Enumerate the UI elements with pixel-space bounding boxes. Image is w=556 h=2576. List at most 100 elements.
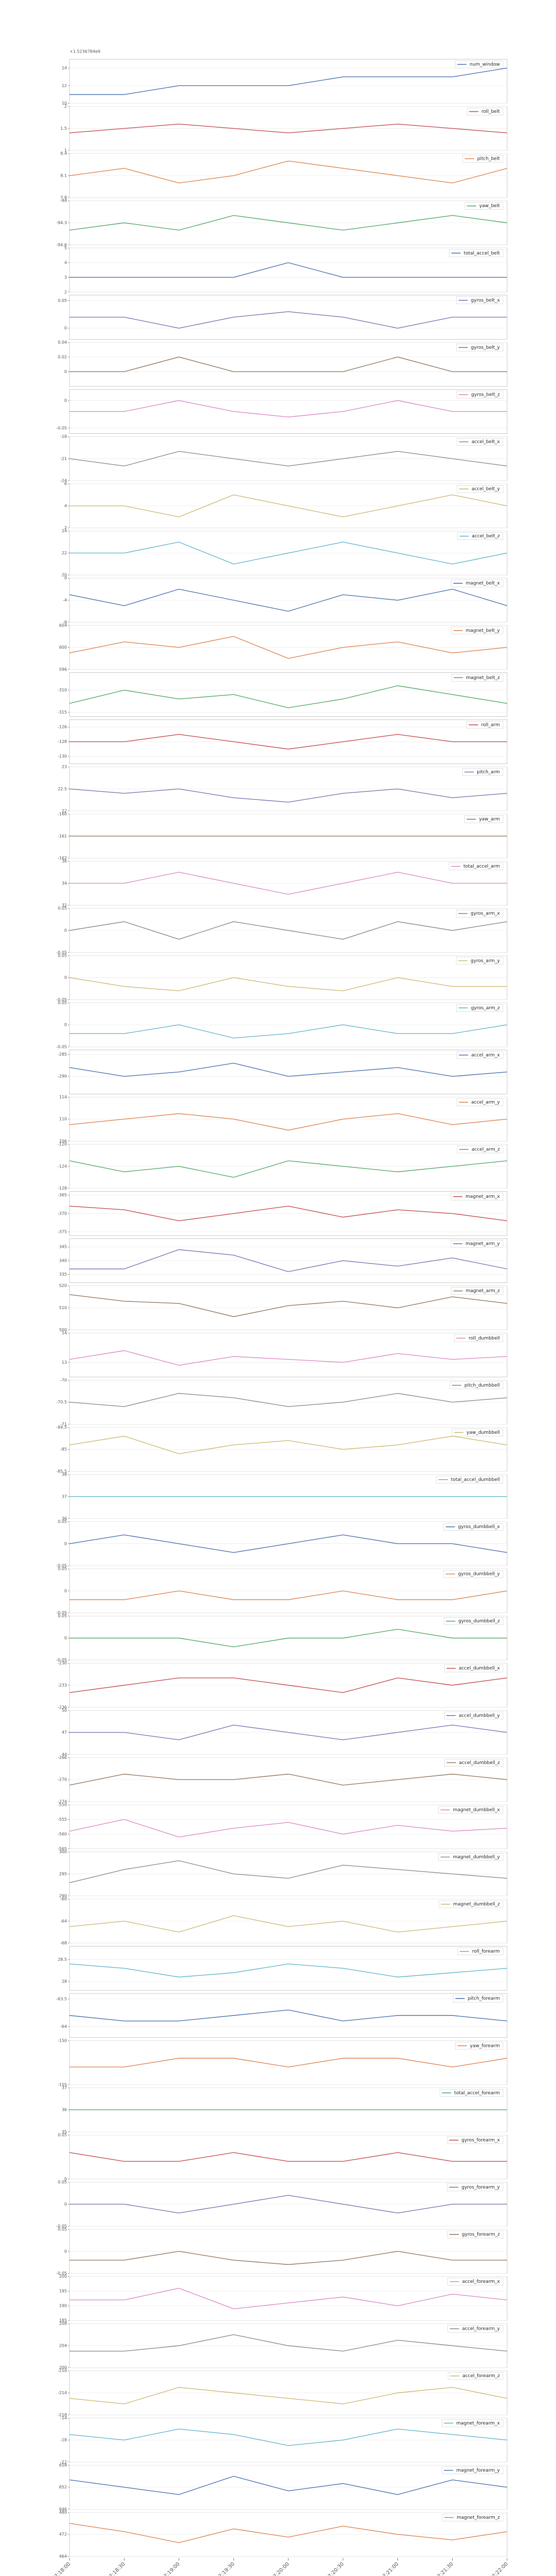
legend: roll_forearm [457, 1947, 503, 1955]
legend-box [457, 1051, 503, 1059]
y-tick-label: 0 [64, 326, 67, 331]
y-tick-label: 6 [64, 482, 67, 486]
y-tick-label: -274 [58, 1799, 67, 1804]
y-tick-label: -63.5 [56, 1996, 67, 2001]
legend-box [451, 579, 503, 587]
y-tick-label: 37 [62, 1494, 67, 1499]
legend: roll_belt [466, 108, 503, 115]
legend: magnet_forearm_x [442, 2419, 503, 2427]
y-tick-label: 520 [59, 1283, 67, 1288]
series-line [69, 636, 508, 659]
y-tick-label: -266 [58, 1755, 67, 1760]
y-tick-label: 22.5 [58, 787, 67, 791]
legend-box [439, 1900, 503, 1908]
panel-frame [69, 672, 508, 717]
y-tick-label: 464 [59, 2554, 67, 2559]
legend-label: total_accel_arm [463, 864, 500, 869]
y-tick-label: -161 [58, 834, 67, 838]
y-tick-label: 480 [59, 2510, 67, 2515]
y-tick-label: 340 [59, 1258, 67, 1263]
legend-box [447, 2183, 503, 2191]
legend-box [462, 155, 503, 163]
y-tick-label: 0.05 [58, 1614, 67, 1618]
y-tick-label: -70 [60, 1378, 67, 1382]
legend: magnet_arm_z [451, 1287, 503, 1295]
legend-label: magnet_dumbbell_y [453, 1855, 500, 1860]
y-tick-label: 658 [59, 2463, 67, 2467]
legend-label: num_window [470, 62, 500, 67]
series-line [70, 262, 507, 278]
legend-label: accel_forearm_x [462, 2279, 500, 2284]
legend-box [450, 1193, 503, 1200]
y-tick-label: 28.5 [58, 1957, 67, 1962]
legend-label: magnet_dumbbell_x [453, 1807, 500, 1812]
legend: gyros_belt_y [456, 344, 503, 351]
legend-box [455, 2042, 503, 2050]
y-tick-label: -160 [58, 812, 67, 817]
y-tick-label: 36 [62, 1516, 67, 1521]
y-tick-label: -0.05 [56, 950, 67, 955]
legend-label: accel_forearm_z [462, 2374, 500, 2379]
legend-box [466, 108, 503, 115]
legend-label: roll_dumbbell [468, 1336, 500, 1341]
y-tick-label: 1.5 [60, 126, 67, 131]
legend: roll_dumbbell [454, 1334, 503, 1342]
legend-box [457, 485, 503, 493]
legend-box [454, 1334, 503, 1342]
legend-label: magnet_belt_x [466, 581, 500, 586]
y-tick-label: -14 [60, 2416, 67, 2420]
series-line [69, 788, 508, 803]
legend-label: accel_belt_z [472, 534, 500, 539]
y-tick-label: 5 [64, 246, 67, 250]
legend-box [456, 1004, 503, 1012]
legend-label: gyros_dumbbell_y [458, 1572, 500, 1577]
legend-box [456, 391, 503, 399]
series-line [70, 1724, 508, 1740]
series-line [69, 921, 508, 940]
series-line [69, 1773, 508, 1786]
series-line [69, 685, 508, 708]
legend-label: gyros_arm_z [471, 1006, 500, 1011]
legend-box [444, 1664, 503, 1672]
y-tick-label: 0.05 [58, 298, 67, 303]
y-tick-label: 23 [62, 765, 67, 769]
legend-label: magnet_forearm_z [457, 2515, 500, 2520]
legend: magnet_arm_x [450, 1193, 503, 1200]
y-tick-label: 0 [64, 1636, 67, 1640]
legend-box [457, 1947, 503, 1955]
y-tick-label: 190 [59, 2303, 67, 2308]
y-tick-label: -370 [58, 1211, 67, 1216]
y-tick-label: -68 [60, 1941, 67, 1945]
y-tick-label: 200 [59, 2274, 67, 2279]
legend-label: magnet_forearm_y [456, 2468, 500, 2473]
y-tick-label: 0 [64, 928, 67, 933]
y-tick-label: -310 [58, 688, 67, 692]
legend-box [456, 344, 503, 351]
y-tick-label: -0.05 [56, 1658, 67, 1663]
legend-box [442, 2466, 503, 2475]
legend: pitch_forearm [453, 1994, 503, 2003]
legend-label: magnet_forearm_x [456, 2421, 500, 2426]
series-line [69, 1534, 508, 1553]
series-line [69, 1819, 508, 1838]
y-tick-label: 345 [59, 1245, 67, 1249]
legend-label: accel_belt_x [472, 439, 500, 445]
legend: total_accel_belt [449, 249, 503, 257]
y-tick-label: 0.05 [58, 2180, 67, 2184]
series-line [70, 872, 507, 895]
legend: total_accel_arm [448, 862, 503, 870]
series-line [69, 1294, 508, 1317]
legend: accel_arm_x [457, 1051, 503, 1059]
y-tick-label: 0.05 [58, 2227, 67, 2232]
legend-label: magnet_arm_z [466, 1289, 500, 1294]
legend: yaw_forearm [455, 2042, 503, 2050]
y-tick-label: -550 [58, 1802, 67, 1807]
y-tick-label: 4 [64, 503, 67, 508]
y-tick-label: -94.3 [56, 221, 67, 225]
y-tick-label: 14 [62, 1331, 67, 1335]
y-tick-label: 0.05 [58, 1001, 67, 1005]
y-tick-label: 1 [64, 148, 67, 153]
y-tick-label: -60 [60, 1897, 67, 1902]
legend: yaw_belt [464, 202, 503, 210]
series-line [69, 1435, 508, 1454]
